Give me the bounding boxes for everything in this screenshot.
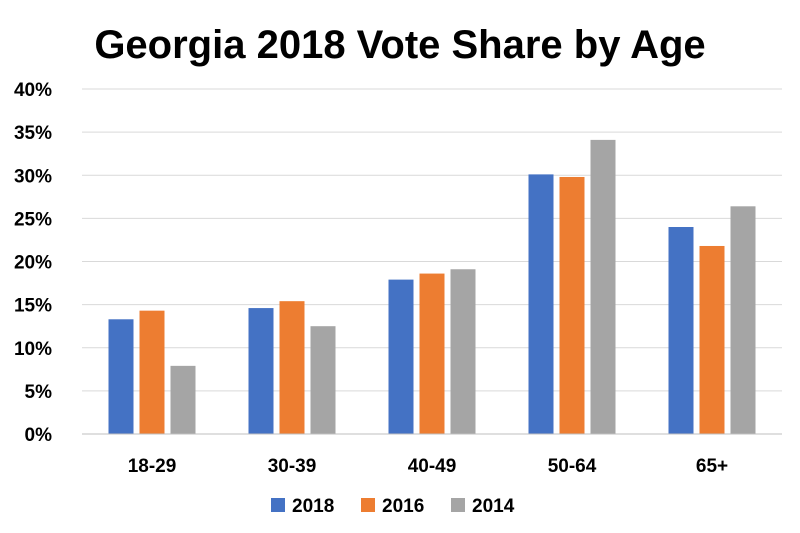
chart-title: Georgia 2018 Vote Share by Age: [94, 23, 705, 67]
bar-2016-30-39: [279, 301, 305, 434]
y-axis-ticks: 0% 5% 10% 15% 20% 25% 30% 35% 40%: [14, 80, 52, 446]
bar-2016-18-29: [139, 310, 165, 434]
bar-2016-50-64: [559, 176, 585, 434]
x-tick-label: 40-49: [408, 456, 457, 477]
y-tick-label: 40%: [14, 80, 52, 101]
legend-swatch-2016: [361, 498, 375, 512]
bar-2014-65+: [730, 206, 756, 434]
legend-label-2014: 2014: [472, 496, 515, 517]
x-tick-label: 50-64: [548, 456, 597, 477]
x-tick-label: 65+: [696, 456, 728, 477]
bars: [108, 139, 756, 434]
bar-2018-50-64: [528, 174, 554, 434]
legend-swatch-2018: [271, 498, 285, 512]
y-tick-label: 0%: [25, 425, 53, 446]
bar-2014-50-64: [590, 139, 616, 434]
bar-2018-18-29: [108, 319, 134, 434]
bar-2016-65+: [699, 245, 725, 434]
y-tick-label: 30%: [14, 166, 52, 187]
y-tick-label: 35%: [14, 123, 52, 144]
legend-label-2018: 2018: [292, 496, 334, 517]
x-tick-label: 30-39: [268, 456, 317, 477]
bar-2018-65+: [668, 227, 694, 434]
bar-2018-40-49: [388, 279, 414, 434]
legend-swatch-2014: [451, 498, 465, 512]
legend: 2018 2016 2014: [271, 496, 515, 517]
bar-2014-30-39: [310, 326, 336, 434]
bar-2014-40-49: [450, 269, 476, 434]
x-tick-label: 18-29: [128, 456, 177, 477]
y-tick-label: 15%: [14, 296, 52, 317]
bar-2016-40-49: [419, 273, 445, 434]
y-tick-label: 20%: [14, 253, 52, 274]
y-tick-label: 5%: [25, 382, 53, 403]
y-tick-label: 25%: [14, 209, 52, 230]
y-tick-label: 10%: [14, 339, 52, 360]
bar-2014-18-29: [170, 365, 196, 434]
x-axis-ticks: 18-29 30-39 40-49 50-64 65+: [128, 456, 728, 477]
legend-label-2016: 2016: [382, 496, 424, 517]
bar-2018-30-39: [248, 308, 274, 434]
